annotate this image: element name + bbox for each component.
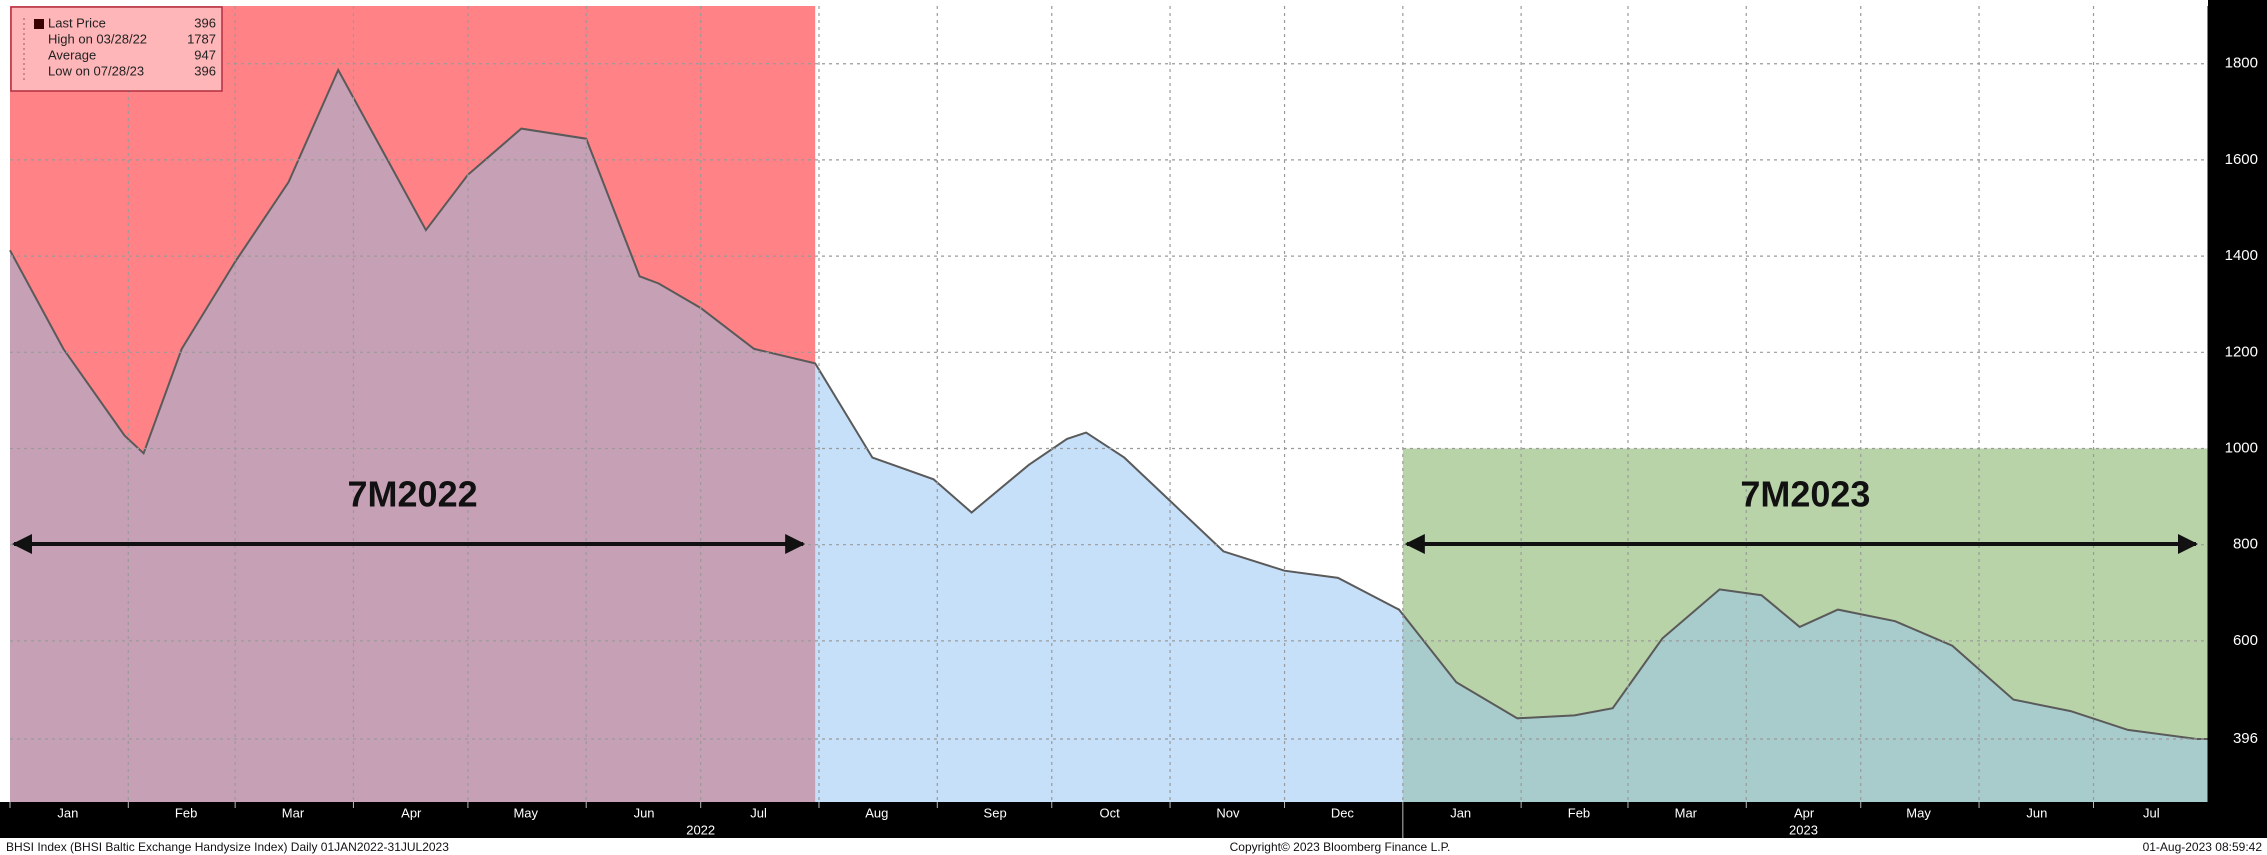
year-label: 2022 xyxy=(686,822,715,837)
x-tick-label: Apr xyxy=(1794,805,1815,820)
legend-label: Low on 07/28/23 xyxy=(48,63,144,78)
footer-center: Copyright© 2023 Bloomberg Finance L.P. xyxy=(1230,840,1451,854)
x-tick-label: Jan xyxy=(1450,805,1471,820)
legend-label: High on 03/28/22 xyxy=(48,31,147,46)
y-tick-label: 1600 xyxy=(2225,151,2258,168)
legend-value: 396 xyxy=(194,63,216,78)
x-tick-label: Oct xyxy=(1099,805,1120,820)
x-tick-label: Jun xyxy=(634,805,655,820)
y-tick-label: 600 xyxy=(2233,632,2258,649)
x-tick-label: Apr xyxy=(401,805,422,820)
y-tick-label: 1800 xyxy=(2225,55,2258,72)
x-tick-label: Feb xyxy=(1568,805,1590,820)
x-tick-label: May xyxy=(513,805,538,820)
region-label: 7M2023 xyxy=(1740,474,1870,515)
y-tick-label: 1200 xyxy=(2225,343,2258,360)
legend-swatch xyxy=(34,19,44,29)
x-tick-label: Jul xyxy=(2143,805,2160,820)
x-tick-label: Feb xyxy=(175,805,197,820)
x-tick-label: Nov xyxy=(1216,805,1240,820)
legend-label: Last Price xyxy=(48,15,106,30)
legend-value: 947 xyxy=(194,47,216,62)
x-axis-band xyxy=(0,802,2267,838)
footer-left: BHSI Index (BHSI Baltic Exchange Handysi… xyxy=(6,840,449,854)
legend: Last Price 396 High on 03/28/22 1787 Average… xyxy=(10,6,223,92)
y-tick-label: 1400 xyxy=(2225,247,2258,264)
y-tick-label: 1000 xyxy=(2225,439,2258,456)
x-tick-label: Jul xyxy=(750,805,767,820)
x-tick-label: Mar xyxy=(282,805,305,820)
plot-area xyxy=(9,6,2208,802)
last-price-label: 396 xyxy=(2233,730,2258,747)
x-tick-label: Aug xyxy=(865,805,888,820)
x-tick-label: Sep xyxy=(984,805,1007,820)
y-axis-band xyxy=(2208,0,2267,838)
legend-box xyxy=(10,6,223,92)
overlay: 7M2022 7M2023 xyxy=(10,6,2208,802)
x-tick-label: Jun xyxy=(2026,805,2047,820)
year-label: 2023 xyxy=(1789,822,1818,837)
x-tick-label: Mar xyxy=(1675,805,1698,820)
x-tick-label: Jan xyxy=(57,805,78,820)
footer-right: 01-Aug-2023 08:59:42 xyxy=(2143,840,2263,854)
legend-label: Average xyxy=(48,47,96,62)
legend-value: 396 xyxy=(194,15,216,30)
x-tick-label: May xyxy=(1906,805,1931,820)
region-tint xyxy=(10,6,816,802)
legend-value: 1787 xyxy=(187,31,216,46)
y-tick-label: 800 xyxy=(2233,536,2258,553)
x-tick-label: Dec xyxy=(1331,805,1355,820)
line xyxy=(9,67,2208,740)
region-label: 7M2022 xyxy=(348,474,478,515)
